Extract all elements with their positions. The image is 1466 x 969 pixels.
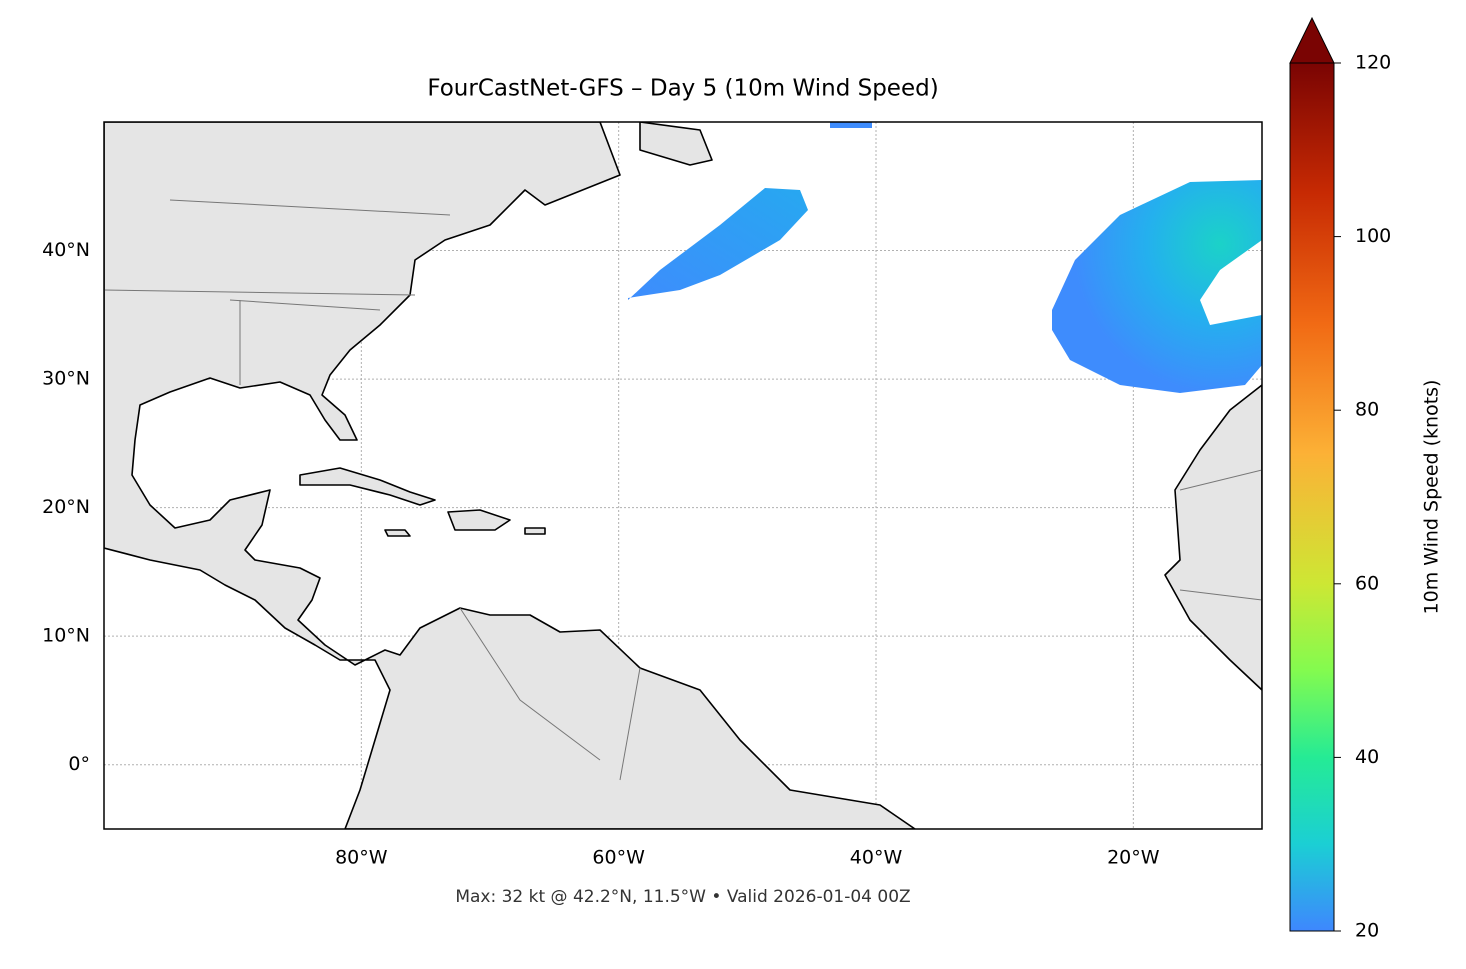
borders	[104, 199, 1262, 781]
colorbar-tick-label: 20	[1355, 920, 1379, 942]
y-tick-label: 0°	[68, 753, 90, 775]
land-puerto-rico	[524, 527, 546, 535]
colorbar-label: 10m Wind Speed (knots)	[1421, 380, 1443, 615]
colorbar-tick-label: 100	[1355, 225, 1391, 247]
land-jamaica	[384, 529, 411, 537]
land-cuba	[299, 467, 436, 506]
colorbar-tick-label: 60	[1355, 572, 1379, 594]
y-tick-label: 20°N	[42, 496, 90, 518]
wind-region	[1052, 180, 1262, 393]
x-tick-label: 60°W	[592, 847, 645, 869]
x-tick-label: 20°W	[1107, 847, 1160, 869]
colorbar	[1289, 62, 1335, 932]
land-americas	[104, 122, 916, 829]
wind-region	[628, 188, 808, 300]
land-hispaniola	[447, 509, 511, 531]
land-newfoundland	[639, 122, 713, 166]
map	[104, 122, 1262, 829]
colorbar-tick-label: 120	[1355, 52, 1391, 74]
y-tick-label: 40°N	[42, 239, 90, 261]
x-tick-label: 40°W	[850, 847, 903, 869]
colorbar-tick-label: 80	[1355, 399, 1379, 421]
x-tick-label: 80°W	[335, 847, 388, 869]
wind-region	[830, 122, 872, 128]
y-tick-label: 10°N	[42, 625, 90, 647]
land-africa	[1164, 384, 1262, 691]
colorbar-extend	[1289, 16, 1335, 64]
colorbar-tick-label: 40	[1355, 746, 1379, 768]
y-tick-label: 30°N	[42, 368, 90, 390]
plot-frame	[103, 121, 1263, 830]
chart-title: FourCastNet-GFS – Day 5 (10m Wind Speed)	[427, 76, 938, 102]
subtitle: Max: 32 kt @ 42.2°N, 11.5°W • Valid 2026…	[455, 887, 910, 907]
